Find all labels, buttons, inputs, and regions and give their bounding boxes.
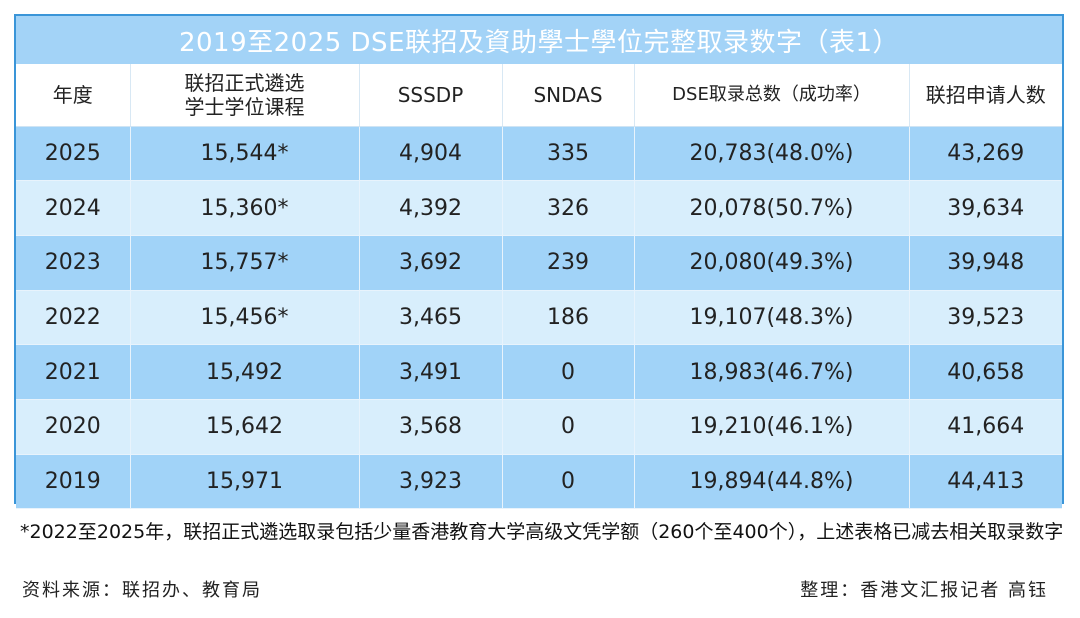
admissions-table: 年度 联招正式遴选 学士学位课程 SSSDP SNDAS DSE取录总数（成功率… bbox=[16, 64, 1062, 510]
cell-dse-total: 19,894(44.8%) bbox=[634, 454, 910, 510]
cell-jupas: 15,456* bbox=[130, 290, 360, 346]
cell-sndas: 0 bbox=[502, 344, 635, 400]
header-jupas-line1: 联招正式遴选 bbox=[184, 70, 305, 95]
cell-applicants: 39,523 bbox=[909, 290, 1062, 346]
header-year: 年度 bbox=[16, 64, 131, 127]
cell-sssdp: 3,692 bbox=[359, 235, 503, 291]
cell-dse-total: 18,983(46.7%) bbox=[634, 344, 910, 400]
cell-jupas: 15,642 bbox=[130, 399, 360, 455]
header-sndas: SNDAS bbox=[502, 64, 635, 127]
cell-applicants: 44,413 bbox=[909, 454, 1062, 510]
cell-sssdp: 3,568 bbox=[359, 399, 503, 455]
header-jupas-line2: 学士学位课程 bbox=[184, 94, 305, 119]
cell-jupas: 15,360* bbox=[130, 180, 360, 236]
cell-jupas: 15,544* bbox=[130, 126, 360, 182]
cell-applicants: 39,634 bbox=[909, 180, 1062, 236]
cell-sndas: 0 bbox=[502, 399, 635, 455]
cell-jupas: 15,971 bbox=[130, 454, 360, 510]
cell-dse-total: 19,107(48.3%) bbox=[634, 290, 910, 346]
cell-year: 2020 bbox=[16, 399, 131, 455]
cell-jupas: 15,757* bbox=[130, 235, 360, 291]
cell-applicants: 43,269 bbox=[909, 126, 1062, 182]
cell-sndas: 186 bbox=[502, 290, 635, 346]
header-applicants: 联招申请人数 bbox=[909, 64, 1062, 127]
table-row: 2025 15,544* 4,904 335 20,783(48.0%) 43,… bbox=[16, 126, 1062, 182]
cell-sssdp: 3,923 bbox=[359, 454, 503, 510]
cell-dse-total: 20,080(49.3%) bbox=[634, 235, 910, 291]
cell-sndas: 326 bbox=[502, 180, 635, 236]
table-row: 2020 15,642 3,568 0 19,210(46.1%) 41,664 bbox=[16, 399, 1062, 455]
cell-sssdp: 4,392 bbox=[359, 180, 503, 236]
cell-dse-total: 19,210(46.1%) bbox=[634, 399, 910, 455]
table-row: 2021 15,492 3,491 0 18,983(46.7%) 40,658 bbox=[16, 344, 1062, 400]
cell-sssdp: 3,465 bbox=[359, 290, 503, 346]
cell-sssdp: 4,904 bbox=[359, 126, 503, 182]
cell-sndas: 335 bbox=[502, 126, 635, 182]
cell-applicants: 39,948 bbox=[909, 235, 1062, 291]
table-row: 2023 15,757* 3,692 239 20,080(49.3%) 39,… bbox=[16, 235, 1062, 291]
cell-sssdp: 3,491 bbox=[359, 344, 503, 400]
header-sssdp: SSSDP bbox=[359, 64, 503, 127]
cell-year: 2019 bbox=[16, 454, 131, 510]
cell-year: 2021 bbox=[16, 344, 131, 400]
cell-year: 2023 bbox=[16, 235, 131, 291]
cell-year: 2022 bbox=[16, 290, 131, 346]
cell-jupas: 15,492 bbox=[130, 344, 360, 400]
cell-sndas: 0 bbox=[502, 454, 635, 510]
cell-sndas: 239 bbox=[502, 235, 635, 291]
cell-applicants: 41,664 bbox=[909, 399, 1062, 455]
header-dse-total: DSE取录总数（成功率） bbox=[634, 64, 910, 127]
credit-note: 整理：香港文汇报记者 高钰 bbox=[800, 580, 1048, 601]
table-row: 2019 15,971 3,923 0 19,894(44.8%) 44,413 bbox=[16, 454, 1062, 510]
header-jupas: 联招正式遴选 学士学位课程 bbox=[130, 64, 360, 127]
admissions-table-container: 2019至2025 DSE联招及資助學士學位完整取录数字（表1） 年度 联招正式… bbox=[14, 14, 1064, 510]
cell-dse-total: 20,078(50.7%) bbox=[634, 180, 910, 236]
table-title: 2019至2025 DSE联招及資助學士學位完整取录数字（表1） bbox=[16, 16, 1062, 64]
header-row: 年度 联招正式遴选 学士学位课程 SSSDP SNDAS DSE取录总数（成功率… bbox=[16, 64, 1062, 127]
table-row: 2024 15,360* 4,392 326 20,078(50.7%) 39,… bbox=[16, 180, 1062, 236]
footnote: *2022至2025年，联招正式遴选取录包括少量香港教育大学高级文凭学额（260… bbox=[20, 521, 1064, 543]
cell-applicants: 40,658 bbox=[909, 344, 1062, 400]
cell-year: 2025 bbox=[16, 126, 131, 182]
cell-dse-total: 20,783(48.0%) bbox=[634, 126, 910, 182]
table-row: 2022 15,456* 3,465 186 19,107(48.3%) 39,… bbox=[16, 290, 1062, 346]
source-note: 资料来源：联招办、教育局 bbox=[22, 580, 262, 601]
cell-year: 2024 bbox=[16, 180, 131, 236]
